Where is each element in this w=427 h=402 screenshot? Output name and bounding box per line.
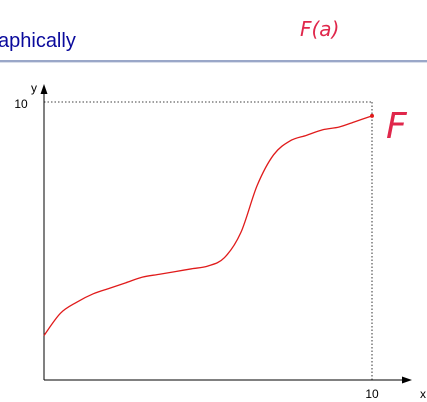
curve-label-f: F <box>386 106 408 147</box>
data-curve <box>43 115 373 336</box>
y-tick-label-10: 10 <box>14 97 28 111</box>
title-divider-shadow <box>0 62 427 63</box>
annotation-f-of-a: F(a) <box>300 17 339 41</box>
title-divider <box>0 60 427 62</box>
y-axis-arrow-icon <box>40 84 48 94</box>
slide-title: aphically <box>0 30 76 52</box>
x-axis-arrow-icon <box>402 376 412 384</box>
x-axis-label: x <box>420 387 426 401</box>
x-tick-label-10: 10 <box>365 387 379 401</box>
curve-end-point <box>370 113 374 118</box>
y-axis-label: y <box>31 81 37 95</box>
